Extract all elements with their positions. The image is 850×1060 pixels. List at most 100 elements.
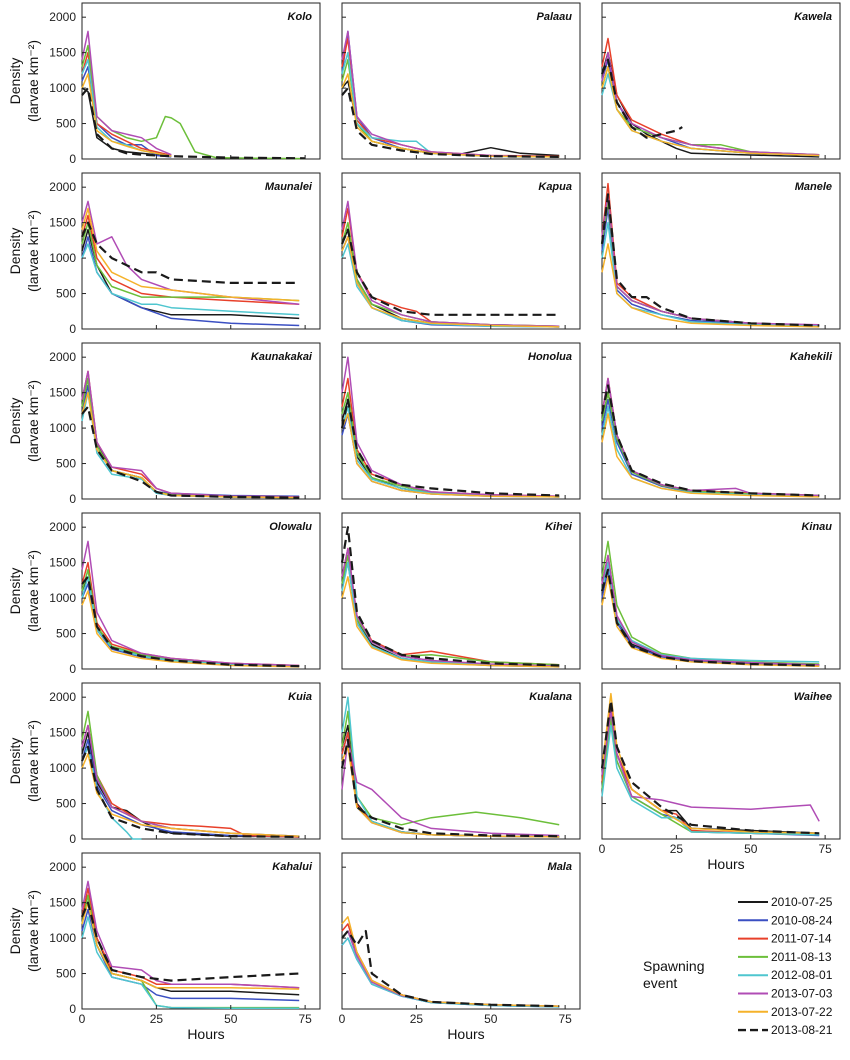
plot-frame — [341, 512, 581, 670]
y-tick-label: 1500 — [49, 896, 76, 910]
y-tick-label: 2000 — [49, 10, 76, 24]
y-tick-label: 0 — [69, 492, 76, 506]
series-line-2013-07-03 — [601, 554, 820, 666]
panel-kuia: 0 500 1000 1500 2000 Kuia — [49, 682, 321, 846]
series-line-2013-07-03 — [601, 377, 820, 497]
series-line-2013-08-21 — [600, 384, 820, 497]
series-line-2013-07-03 — [601, 51, 820, 156]
panel-waihee: 0 25 50 75 Hours Waihee — [599, 682, 841, 872]
series-line-2013-08-21 — [600, 193, 820, 327]
x-tick-label: 25 — [410, 1012, 424, 1026]
series-line-2013-08-21 — [341, 86, 560, 158]
y-tick-label: 500 — [56, 117, 76, 131]
x-tick-label: 50 — [484, 1012, 498, 1026]
x-tick-label: 75 — [558, 1012, 572, 1026]
panel-kawela: Kawela — [600, 2, 841, 160]
series-line-2013-07-03 — [601, 710, 820, 822]
panel-title: Olowalu — [269, 521, 312, 533]
y-tick-label: 0 — [69, 1002, 76, 1016]
panel-title: Maunalei — [265, 181, 313, 193]
y-tick-label: 1000 — [49, 421, 76, 435]
x-tick-label: 0 — [339, 1012, 346, 1026]
plot-frame — [601, 512, 841, 670]
x-tick-label: 50 — [744, 842, 758, 856]
series-line-2012-08-01 — [341, 561, 560, 667]
plot-frame — [81, 682, 321, 840]
series-line-2013-07-03 — [81, 30, 172, 156]
y-tick-label: 500 — [56, 967, 76, 981]
y-tick-label: 500 — [56, 627, 76, 641]
y-tick-label: 500 — [56, 287, 76, 301]
series-line-2013-07-22 — [601, 66, 820, 157]
x-tick-label: 25 — [670, 842, 684, 856]
y-tick-label: 0 — [69, 322, 76, 336]
series-line-2012-08-01 — [81, 916, 300, 1010]
y-tick-label: 1500 — [49, 216, 76, 230]
y-tick-label: 0 — [69, 152, 76, 166]
series-line-2013-08-21 — [81, 405, 300, 499]
series-line-2010-08-24 — [81, 236, 300, 327]
series-line-2010-08-24 — [81, 738, 300, 838]
panel-kihei: Kihei — [340, 512, 581, 670]
panel-title: Manele — [795, 181, 832, 193]
series-line-2013-07-22 — [81, 753, 300, 837]
panel-title: Kuia — [288, 691, 312, 703]
y-tick-label: 2000 — [49, 350, 76, 364]
panel-title: Palaau — [537, 11, 573, 23]
series-line-2013-08-21 — [341, 929, 560, 1008]
x-tick-label: 75 — [818, 842, 832, 856]
y-axis-label-units: (larvae km⁻²) — [25, 890, 41, 972]
series-line-2013-08-21 — [80, 901, 300, 982]
plot-frame — [601, 682, 841, 840]
plot-frame — [341, 2, 581, 160]
y-tick-label: 1000 — [49, 931, 76, 945]
series-line-2011-07-14 — [81, 214, 300, 305]
x-tick-label: 0 — [599, 842, 606, 856]
plot-frame — [81, 512, 321, 670]
legend-title-line2: event — [643, 975, 677, 991]
panel-title: Kinau — [801, 521, 832, 533]
series-line-2011-08-13 — [341, 710, 560, 826]
panel-title: Honolua — [528, 351, 572, 363]
y-tick-label: 1500 — [49, 726, 76, 740]
y-axis-label: Density — [7, 398, 23, 445]
panel-title: Waihee — [794, 691, 832, 703]
series-line-2013-07-22 — [601, 243, 820, 328]
x-axis-label: Hours — [707, 856, 744, 872]
series-line-2013-07-22 — [81, 207, 300, 302]
y-tick-label: 1500 — [49, 386, 76, 400]
panel-title: Mala — [548, 861, 572, 873]
series-line-2012-08-01 — [81, 243, 300, 316]
series-line-2013-08-21 — [340, 228, 560, 316]
y-axis-label: Density — [7, 908, 23, 955]
y-axis-label-units: (larvae km⁻²) — [25, 40, 41, 122]
x-tick-label: 0 — [79, 1012, 86, 1026]
series-line-2013-08-21 — [80, 745, 300, 838]
panel-honolua: Honolua — [340, 342, 581, 500]
y-tick-label: 2000 — [49, 690, 76, 704]
y-tick-label: 1500 — [49, 46, 76, 60]
panel-kaunakakai: 0 500 1000 1500 2000 Kaunakakai — [49, 342, 321, 506]
plot-frame — [81, 2, 321, 160]
x-axis-label: Hours — [447, 1026, 484, 1042]
y-tick-label: 0 — [69, 662, 76, 676]
y-tick-label: 500 — [56, 797, 76, 811]
legend-label: 2011-07-14 — [771, 932, 832, 946]
legend-label: 2010-07-25 — [771, 895, 833, 909]
series-line-2013-08-21 — [340, 738, 560, 838]
y-tick-label: 0 — [69, 832, 76, 846]
y-axis-label: Density — [7, 738, 23, 785]
panel-palaau: Palaau — [341, 2, 581, 160]
y-axis-label: Density — [7, 228, 23, 275]
series-line-2013-08-21 — [600, 568, 820, 667]
legend-label: 2013-08-21 — [771, 1023, 833, 1037]
series-line-2013-07-22 — [601, 692, 820, 835]
panel-title: Kawela — [794, 11, 832, 23]
panel-kapua: Kapua — [340, 172, 581, 330]
series-line-2013-07-03 — [341, 356, 560, 497]
legend-label: 2010-08-24 — [771, 913, 833, 927]
panel-kolo: 0 500 1000 1500 2000 Kolo — [49, 2, 321, 166]
panel-kinau: Kinau — [600, 512, 841, 670]
y-tick-label: 2000 — [49, 520, 76, 534]
y-tick-label: 500 — [56, 457, 76, 471]
